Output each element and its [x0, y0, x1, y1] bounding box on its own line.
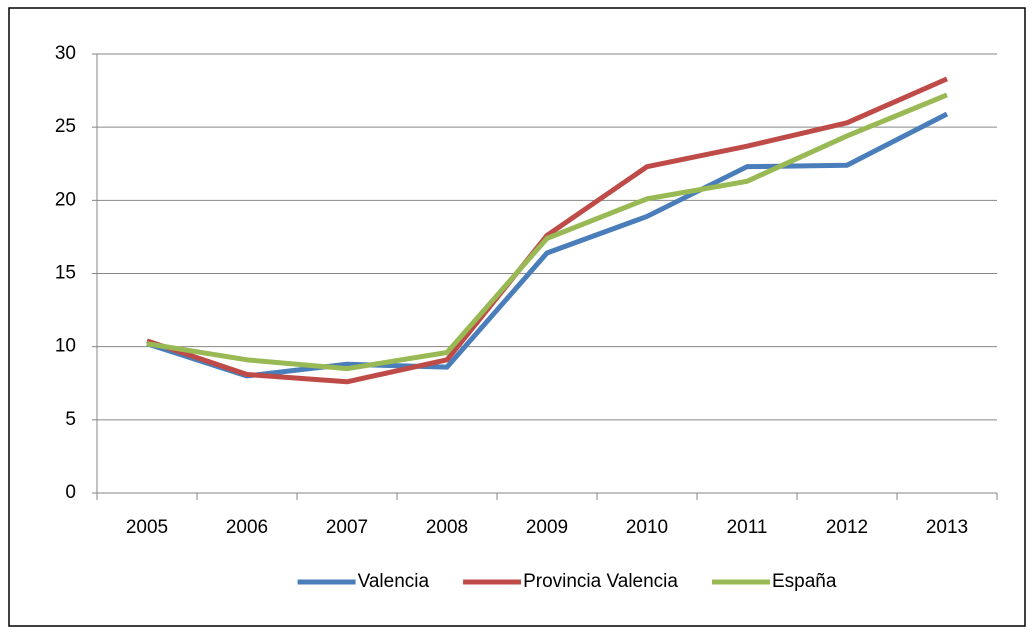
x-tick-label: 2008	[426, 517, 468, 538]
x-tick-label: 2005	[126, 517, 168, 538]
y-tick-label: 15	[55, 263, 76, 284]
legend-label: España	[772, 571, 837, 592]
x-tick-label: 2013	[926, 517, 968, 538]
x-tick-label: 2009	[526, 517, 568, 538]
x-tick-label: 2011	[727, 517, 768, 538]
series-line	[146, 76, 949, 385]
x-tick-label: 2007	[326, 517, 368, 538]
series-line	[146, 111, 949, 379]
x-tick-label: 2010	[626, 517, 668, 538]
x-tick-label: 2006	[226, 517, 268, 538]
y-tick-label: 10	[55, 336, 76, 357]
series-line	[146, 92, 948, 372]
y-tick-label: 20	[55, 189, 76, 210]
legend-label: Valencia	[358, 571, 430, 592]
chart-frame	[8, 7, 1026, 627]
y-tick-label: 5	[65, 409, 76, 430]
y-tick-label: 0	[65, 482, 76, 503]
legend-label: Provincia Valencia	[523, 571, 678, 592]
y-tick-label: 25	[55, 116, 76, 137]
y-tick-label: 30	[55, 43, 76, 64]
x-tick-label: 2012	[826, 517, 868, 538]
